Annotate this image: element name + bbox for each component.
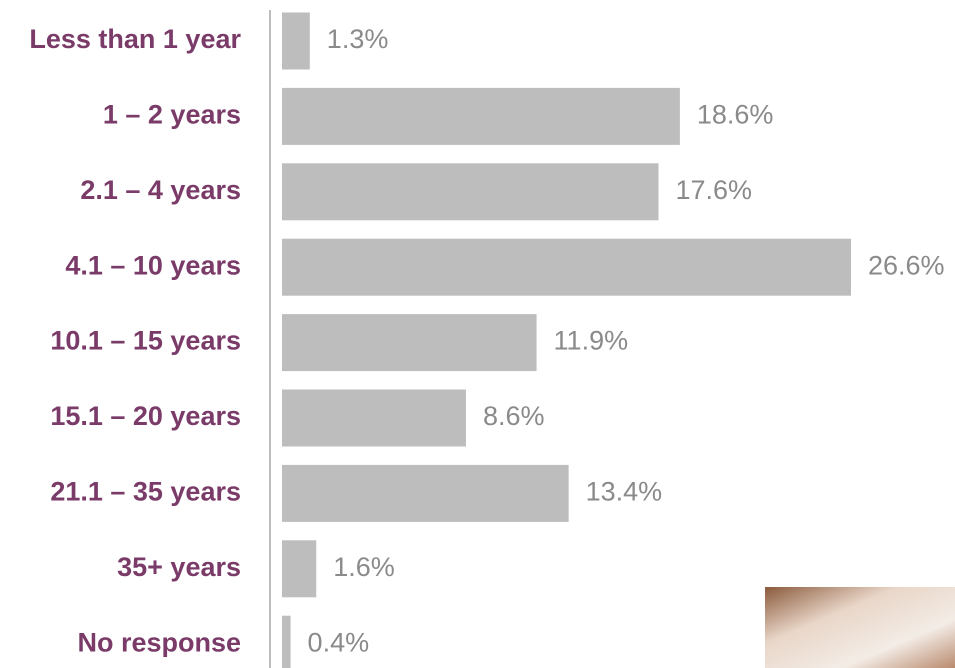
value-label: 1.6% <box>333 552 395 582</box>
photo <box>765 587 955 668</box>
category-label: 15.1 – 20 years <box>50 401 241 431</box>
value-label: 1.3% <box>327 24 389 54</box>
bar <box>282 12 310 70</box>
category-label: 1 – 2 years <box>103 100 241 130</box>
bar <box>282 540 317 598</box>
bar <box>282 314 537 372</box>
category-label: 4.1 – 10 years <box>65 250 241 280</box>
value-label: 26.6% <box>868 250 945 280</box>
category-label: No response <box>77 627 241 657</box>
bar <box>282 163 659 221</box>
value-label: 0.4% <box>308 627 370 657</box>
category-label: 21.1 – 35 years <box>50 477 241 507</box>
bar <box>282 87 680 145</box>
category-label: 2.1 – 4 years <box>80 175 241 205</box>
value-label: 17.6% <box>675 175 752 205</box>
category-label: Less than 1 year <box>29 24 241 54</box>
bar <box>282 389 466 447</box>
bar <box>282 238 851 296</box>
value-label: 11.9% <box>554 326 629 356</box>
bar <box>282 464 569 522</box>
category-label: 35+ years <box>117 552 241 582</box>
category-label: 10.1 – 15 years <box>50 326 241 356</box>
bar <box>282 615 291 668</box>
value-label: 18.6% <box>697 100 774 130</box>
value-label: 13.4% <box>586 477 663 507</box>
value-label: 8.6% <box>483 401 545 431</box>
